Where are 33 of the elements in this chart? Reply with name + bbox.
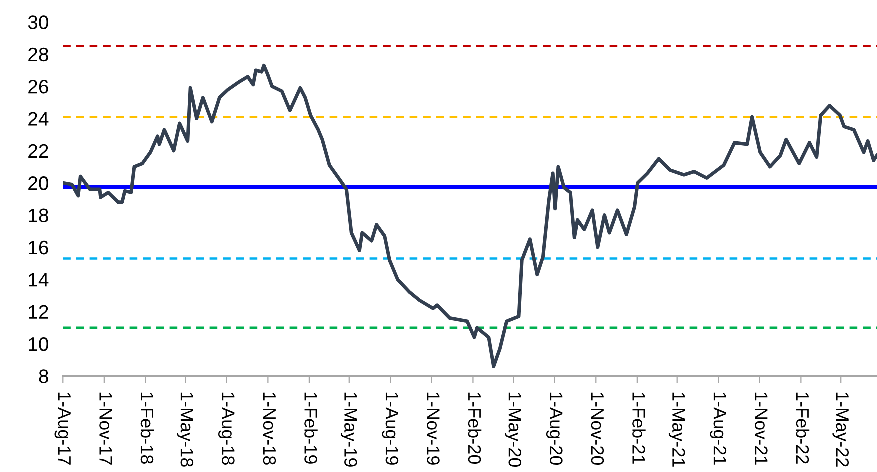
x-tick-label: 1-Nov-20: [591, 392, 604, 466]
x-tick-label: 1-Feb-22: [796, 392, 810, 464]
y-tick-label: 30: [28, 16, 48, 30]
x-tick-label: 1-Aug-21: [710, 392, 727, 465]
x-tick-label: 1-May-22: [832, 392, 850, 467]
y-tick-label: 26: [28, 80, 48, 94]
y-tick-label: 12: [29, 305, 48, 319]
x-tick-label: 1-Feb-18: [140, 392, 154, 464]
y-tick-label: 18: [29, 208, 48, 223]
y-tick-label: 24: [28, 112, 49, 126]
y-tick-label: 14: [29, 273, 49, 287]
x-tick-label: 1-Nov-19: [427, 392, 440, 465]
x-tick-label: 1-Nov-17: [100, 392, 112, 465]
x-tick-label: 1-May-18: [177, 392, 194, 467]
y-tick-label: 8: [39, 370, 48, 384]
x-tick-label: 1-Feb-19: [304, 392, 318, 464]
x-tick-label: 1-Aug-18: [218, 392, 235, 465]
x-tick-label: 1-May-19: [340, 392, 358, 467]
y-tick-label: 22: [28, 144, 48, 158]
y-tick-label: 28: [28, 48, 48, 62]
x-tick-label: 1-May-21: [668, 392, 686, 467]
x-tick-label: 1-Nov-21: [755, 392, 768, 465]
y-tick-label: 20: [28, 176, 48, 190]
x-tick-label: 1-Feb-21: [632, 392, 646, 464]
y-tick-label: 16: [29, 240, 48, 255]
x-tick-label: 1-Nov-18: [263, 392, 276, 465]
line-series: [63, 64, 877, 368]
x-tick-label: 1-Aug-20: [546, 392, 563, 466]
x-tick-label: 1-Aug-19: [382, 392, 399, 465]
x-tick-label: 1-Aug-17: [54, 392, 71, 465]
x-tick-label: 1-Feb-20: [468, 392, 482, 464]
x-tick-label: 1-May-20: [505, 392, 522, 468]
y-tick-label: 10: [29, 337, 48, 352]
